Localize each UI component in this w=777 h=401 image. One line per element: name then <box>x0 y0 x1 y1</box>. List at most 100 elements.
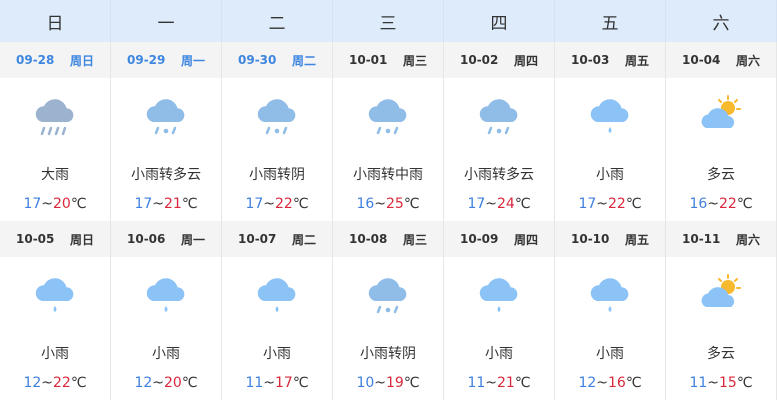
low-temp: 17 <box>578 196 597 212</box>
date: 09-30 <box>238 53 277 67</box>
temperature-range: 17~21℃ <box>134 196 198 212</box>
rain-to-cloudy-icon <box>252 92 302 146</box>
day-of-week: 周五 <box>624 53 649 68</box>
temperature-range: 12~20℃ <box>134 375 198 391</box>
temperature-range: 16~25℃ <box>356 196 420 212</box>
high-temp: 24 <box>497 196 515 212</box>
weekday-header: 二 <box>222 0 333 42</box>
day-of-week: 周二 <box>291 232 316 247</box>
weekday-header: 三 <box>333 0 444 42</box>
date: 09-29 <box>127 53 166 67</box>
high-temp: 16 <box>608 375 626 391</box>
temp-unit: ℃ <box>292 375 309 391</box>
temperature-range: 12~16℃ <box>578 375 642 391</box>
rain-to-cloudy-icon <box>363 271 413 325</box>
rain-to-cloudy-icon <box>363 92 413 146</box>
date: 09-28 <box>16 53 55 67</box>
temp-unit: ℃ <box>736 375 753 391</box>
weather-description: 小雨转阴 <box>360 346 416 362</box>
date-row: 10-01 周三 <box>333 42 444 78</box>
temp-unit: ℃ <box>292 196 309 212</box>
day-forecast[interactable]: 小雨转多云 17~21℃ <box>111 78 222 221</box>
day-of-week: 周四 <box>513 53 538 68</box>
day-of-week: 周二 <box>291 53 316 68</box>
temperature-range: 11~15℃ <box>689 375 753 391</box>
high-temp: 21 <box>164 196 182 212</box>
date-row: 09-29 周一 <box>111 42 222 78</box>
date-row: 09-30 周二 <box>222 42 333 78</box>
date: 10-04 <box>682 53 721 67</box>
heavy-rain-icon <box>30 92 80 146</box>
day-of-week: 周一 <box>180 53 205 68</box>
date-row: 10-08 周三 <box>333 221 444 257</box>
temp-unit: ℃ <box>514 375 531 391</box>
light-rain-icon <box>585 271 635 325</box>
weather-description: 小雨转多云 <box>131 167 201 183</box>
high-temp: 21 <box>497 375 515 391</box>
light-rain-icon <box>141 271 191 325</box>
high-temp: 22 <box>719 196 737 212</box>
date: 10-07 <box>238 232 277 246</box>
temp-unit: ℃ <box>736 196 753 212</box>
light-rain-icon <box>585 92 635 146</box>
day-forecast[interactable]: 小雨转阴 17~22℃ <box>222 78 333 221</box>
day-of-week: 周日 <box>69 53 94 68</box>
weather-description: 小雨 <box>485 346 513 362</box>
date-row: 10-05 周日 <box>0 221 111 257</box>
low-temp: 17 <box>245 196 264 212</box>
partly-cloudy-icon <box>696 271 746 325</box>
low-temp: 12 <box>134 375 153 391</box>
light-rain-icon <box>474 271 524 325</box>
date-row: 10-10 周五 <box>555 221 666 257</box>
day-forecast[interactable]: 小雨转阴 10~19℃ <box>333 257 444 400</box>
temp-unit: ℃ <box>70 196 87 212</box>
day-forecast[interactable]: 小雨转多云 17~24℃ <box>444 78 555 221</box>
day-forecast[interactable]: 小雨 17~22℃ <box>555 78 666 221</box>
temp-unit: ℃ <box>514 196 531 212</box>
temp-unit: ℃ <box>403 196 420 212</box>
day-forecast[interactable]: 小雨 12~20℃ <box>111 257 222 400</box>
temperature-range: 17~22℃ <box>578 196 642 212</box>
temperature-range: 11~21℃ <box>467 375 531 391</box>
temperature-range: 11~17℃ <box>245 375 309 391</box>
weather-description: 小雨 <box>263 346 291 362</box>
date-row: 10-11 周六 <box>666 221 777 257</box>
weekday-header: 五 <box>555 0 666 42</box>
temp-unit: ℃ <box>181 196 198 212</box>
high-temp: 19 <box>386 375 404 391</box>
date: 10-05 <box>16 232 55 246</box>
day-forecast[interactable]: 大雨 17~20℃ <box>0 78 111 221</box>
high-temp: 25 <box>386 196 404 212</box>
day-forecast[interactable]: 小雨 11~17℃ <box>222 257 333 400</box>
date: 10-11 <box>682 232 721 246</box>
high-temp: 20 <box>164 375 182 391</box>
low-temp: 12 <box>23 375 42 391</box>
date: 10-08 <box>349 232 388 246</box>
temperature-range: 10~19℃ <box>356 375 420 391</box>
day-of-week: 周三 <box>402 53 427 68</box>
day-forecast[interactable]: 多云 11~15℃ <box>666 257 777 400</box>
day-forecast[interactable]: 多云 16~22℃ <box>666 78 777 221</box>
weather-description: 小雨 <box>596 167 624 183</box>
day-forecast[interactable]: 小雨 12~16℃ <box>555 257 666 400</box>
day-forecast[interactable]: 小雨转中雨 16~25℃ <box>333 78 444 221</box>
low-temp: 16 <box>356 196 375 212</box>
high-temp: 20 <box>53 196 71 212</box>
day-forecast[interactable]: 小雨 12~22℃ <box>0 257 111 400</box>
high-temp: 22 <box>608 196 626 212</box>
low-temp: 11 <box>689 375 708 391</box>
date: 10-10 <box>571 232 610 246</box>
weather-description: 小雨 <box>152 346 180 362</box>
weather-description: 多云 <box>707 167 735 183</box>
day-forecast[interactable]: 小雨 11~21℃ <box>444 257 555 400</box>
light-rain-icon <box>252 271 302 325</box>
rain-to-cloudy-icon <box>474 92 524 146</box>
weather-description: 小雨转阴 <box>249 167 305 183</box>
low-temp: 10 <box>356 375 375 391</box>
high-temp: 17 <box>275 375 293 391</box>
day-of-week: 周日 <box>69 232 94 247</box>
date-row: 10-06 周一 <box>111 221 222 257</box>
weekday-header: 四 <box>444 0 555 42</box>
temp-unit: ℃ <box>625 375 642 391</box>
temperature-range: 16~22℃ <box>689 196 753 212</box>
